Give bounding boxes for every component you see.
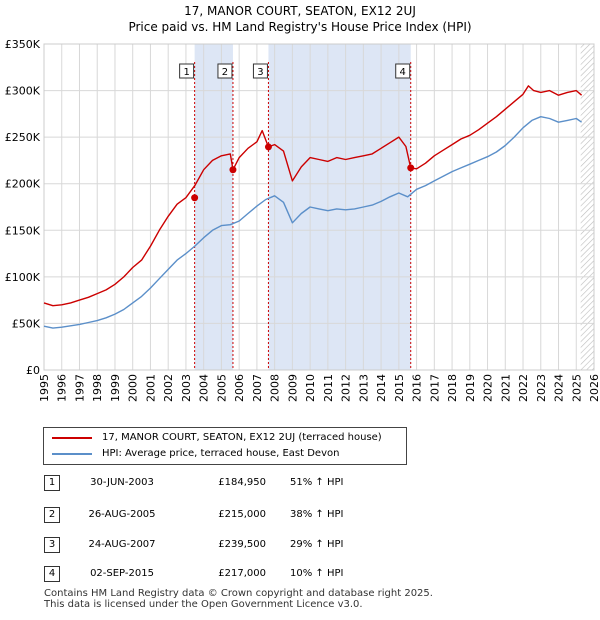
y-tick-label: £250K bbox=[5, 131, 41, 144]
price-chart: £0 £50K £100K £150K £200K £250K £300K £350K 1995… bbox=[5, 38, 600, 402]
y-tick-label: £200K bbox=[5, 178, 41, 191]
transaction-date: 30-JUN-2003 bbox=[90, 477, 154, 488]
chart-title-subtitle: Price paid vs. HM Land Registry's House … bbox=[128, 20, 472, 34]
x-tick-label: 2000 bbox=[127, 374, 140, 402]
series-line-property bbox=[43, 85, 583, 307]
x-tick-label: 2011 bbox=[322, 374, 335, 402]
x-tick-label: 2015 bbox=[393, 374, 406, 402]
y-tick-label: £300K bbox=[5, 85, 41, 98]
x-tick-label: 2019 bbox=[464, 374, 477, 402]
shaded-range bbox=[194, 44, 233, 370]
x-tick-label: 2014 bbox=[375, 374, 388, 402]
x-tick-label: 2018 bbox=[446, 374, 459, 402]
transaction-hpi-change: 51% ↑ HPI bbox=[290, 477, 344, 488]
sale-point bbox=[264, 143, 272, 151]
x-tick-label: 2013 bbox=[357, 374, 370, 402]
chart-legend: 17, MANOR COURT, SEATON, EX12 2UJ (terra… bbox=[43, 427, 407, 465]
legend-label-property: 17, MANOR COURT, SEATON, EX12 2UJ (terra… bbox=[102, 432, 382, 443]
x-tick-label: 2003 bbox=[180, 374, 193, 402]
x-tick-label: 2026 bbox=[588, 374, 600, 402]
x-tick-label: 2024 bbox=[553, 374, 566, 402]
x-tick-label: 2008 bbox=[269, 374, 282, 402]
x-tick-label: 1997 bbox=[73, 374, 86, 402]
x-tick-label: 1996 bbox=[56, 374, 69, 402]
legend-swatch-property bbox=[52, 437, 92, 439]
x-tick-label: 1995 bbox=[38, 374, 51, 402]
x-tick-label: 2006 bbox=[233, 374, 246, 402]
x-tick-label: 2001 bbox=[144, 374, 157, 402]
plot-frame bbox=[43, 43, 595, 371]
y-tick-label: £0 bbox=[26, 364, 40, 377]
transaction-price: £184,950 bbox=[218, 477, 266, 488]
x-tick-label: 1998 bbox=[91, 374, 104, 402]
transaction-price: £217,000 bbox=[218, 568, 266, 579]
sale-number-label: 1 bbox=[183, 67, 189, 78]
transaction-date: 24-AUG-2007 bbox=[88, 539, 156, 550]
x-tick-label: 2025 bbox=[570, 374, 583, 402]
footer-attribution: Contains HM Land Registry data © Crown c… bbox=[44, 588, 433, 610]
forecast-hatch bbox=[580, 44, 594, 370]
footer-licence: This data is licensed under the Open Gov… bbox=[44, 599, 363, 610]
sale-point bbox=[407, 164, 415, 172]
transaction-hpi-change: 29% ↑ HPI bbox=[290, 539, 344, 550]
x-tick-label: 2007 bbox=[251, 374, 264, 402]
x-tick-label: 2002 bbox=[162, 374, 175, 402]
y-tick-label: £150K bbox=[5, 224, 41, 237]
sale-number-label: 3 bbox=[257, 67, 263, 78]
sale-number-box bbox=[217, 63, 233, 79]
x-tick-label: 2004 bbox=[198, 374, 211, 402]
sale-number-box bbox=[179, 63, 195, 79]
shaded-range bbox=[268, 44, 411, 370]
sale-number-label: 4 bbox=[400, 67, 406, 78]
transaction-price: £215,000 bbox=[218, 509, 266, 520]
x-tick-label: 2005 bbox=[215, 374, 228, 402]
x-tick-label: 2017 bbox=[428, 374, 441, 402]
x-tick-label: 2023 bbox=[535, 374, 548, 402]
legend-swatch-hpi bbox=[52, 453, 92, 455]
transaction-date: 02-SEP-2015 bbox=[90, 568, 154, 579]
transaction-hpi-change: 38% ↑ HPI bbox=[290, 509, 344, 520]
x-tick-label: 2009 bbox=[286, 374, 299, 402]
y-tick-label: £350K bbox=[5, 38, 41, 51]
sale-number-label: 2 bbox=[222, 67, 228, 78]
y-tick-label: £100K bbox=[5, 271, 41, 284]
transaction-number: 2 bbox=[44, 507, 60, 523]
x-tick-label: 2010 bbox=[304, 374, 317, 402]
footer-copyright: Contains HM Land Registry data © Crown c… bbox=[44, 588, 433, 599]
chart-title-address: 17, MANOR COURT, SEATON, EX12 2UJ bbox=[184, 4, 416, 18]
sale-point bbox=[191, 194, 199, 202]
x-tick-label: 2021 bbox=[499, 374, 512, 402]
x-tick-label: 2012 bbox=[340, 374, 353, 402]
x-tick-label: 2022 bbox=[517, 374, 530, 402]
transaction-hpi-change: 10% ↑ HPI bbox=[290, 568, 344, 579]
sale-number-box bbox=[395, 63, 411, 79]
sale-number-box bbox=[252, 63, 268, 79]
x-tick-label: 2020 bbox=[482, 374, 495, 402]
transaction-number: 3 bbox=[44, 537, 60, 553]
transaction-price: £239,500 bbox=[218, 539, 266, 550]
transaction-date: 26-AUG-2005 bbox=[88, 509, 156, 520]
x-tick-label: 2016 bbox=[411, 374, 424, 402]
sale-point bbox=[229, 166, 237, 174]
series-line-hpi bbox=[43, 115, 583, 329]
transaction-number: 1 bbox=[44, 475, 60, 491]
x-tick-label: 1999 bbox=[109, 374, 122, 402]
legend-label-hpi: HPI: Average price, terraced house, East… bbox=[102, 448, 340, 459]
y-tick-label: £50K bbox=[12, 317, 41, 330]
transaction-number: 4 bbox=[44, 566, 60, 582]
